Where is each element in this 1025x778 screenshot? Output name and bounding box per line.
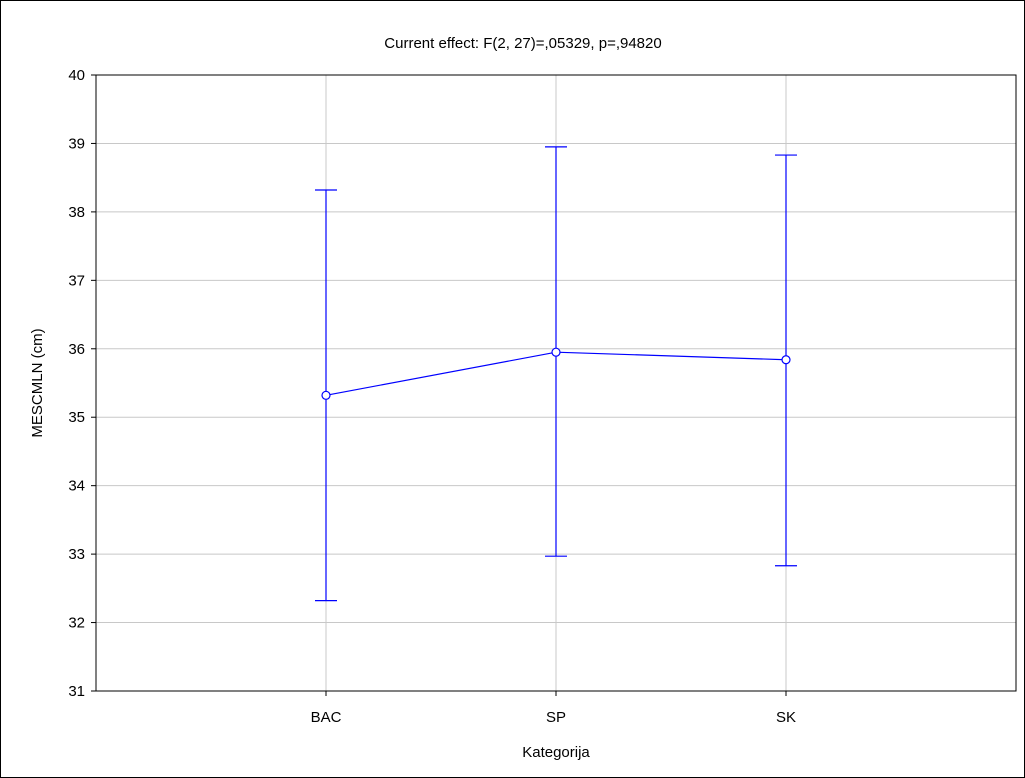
y-tick-label: 37 — [68, 272, 85, 289]
y-tick-label: 31 — [68, 683, 85, 700]
y-tick-label: 36 — [68, 341, 85, 358]
y-tick-label: 32 — [68, 615, 85, 632]
x-tick-label: BAC — [311, 709, 342, 726]
y-tick-label: 33 — [68, 546, 85, 563]
x-tick-label: SK — [776, 709, 796, 726]
chart-title: Current effect: F(2, 27)=,05329, p=,9482… — [384, 35, 661, 52]
y-tick-label: 40 — [68, 67, 85, 84]
x-axis-title: Kategorija — [522, 744, 590, 761]
x-axis-ticks: BAC SP SK — [311, 691, 796, 726]
y-axis-title: MESCMLN (cm) — [29, 328, 46, 437]
data-point — [321, 390, 331, 400]
y-tick-label: 34 — [68, 478, 85, 495]
data-point — [551, 347, 561, 357]
y-tick-label: 38 — [68, 204, 85, 221]
y-axis-ticks: 31 32 33 34 35 36 37 38 39 40 — [68, 67, 96, 700]
y-tick-label: 39 — [68, 135, 85, 152]
y-tick-label: 35 — [68, 409, 85, 426]
data-point — [781, 355, 791, 365]
data-series — [315, 146, 797, 602]
x-tick-label: SP — [546, 709, 566, 726]
